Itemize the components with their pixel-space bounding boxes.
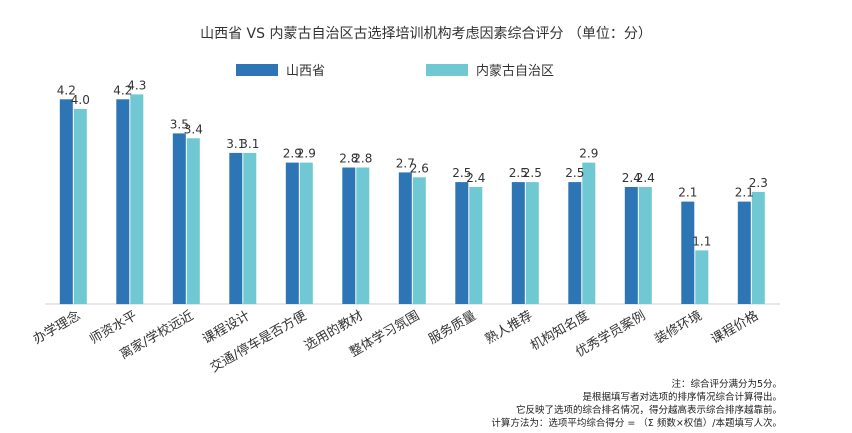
legend: 山西省 内蒙古自治区 — [236, 63, 554, 79]
bar-neimenggu-11 — [695, 250, 709, 304]
value-label-shanxi-8: 2.5 — [509, 166, 528, 180]
value-label-neimenggu-9: 2.9 — [579, 147, 598, 161]
bar-neimenggu-3 — [243, 152, 257, 304]
value-label-shanxi-6: 2.7 — [396, 156, 415, 170]
bar-shanxi-12 — [737, 201, 751, 304]
bar-shanxi-0 — [59, 99, 73, 305]
bar-shanxi-1 — [116, 99, 130, 305]
x-tick-labels-group: 办学理念 师资水平离家/学校远近 课程设计交通/停车是否方便选用的教材整体学习氛围服… — [30, 308, 761, 376]
bar-neimenggu-2 — [186, 138, 200, 305]
value-label-neimenggu-11: 1.1 — [692, 234, 711, 248]
bar-shanxi-9 — [568, 182, 582, 304]
bar-neimenggu-6 — [412, 177, 426, 305]
x-tick-label-0: 办学理念 — [30, 308, 83, 348]
value-label-neimenggu-1: 4.3 — [127, 78, 146, 92]
x-tick-label-7: 服务质量 — [426, 308, 479, 348]
value-label-shanxi-12: 2.1 — [735, 186, 754, 200]
legend-label-shanxi: 山西省 — [286, 64, 325, 79]
value-label-shanxi-7: 2.5 — [452, 166, 471, 180]
value-label-neimenggu-12: 2.3 — [749, 176, 768, 190]
value-label-shanxi-5: 2.8 — [339, 152, 358, 166]
bar-neimenggu-8 — [525, 182, 539, 304]
bar-neimenggu-1 — [130, 94, 144, 305]
bar-shanxi-6 — [398, 172, 412, 304]
value-label-neimenggu-8: 2.5 — [523, 166, 542, 180]
legend-label-neimenggu: 内蒙古自治区 — [476, 63, 554, 79]
value-labels-group: 4.24.04.24.33.53.43.13.12.92.9 2.82.8 2.72… — [57, 78, 768, 248]
footnote-line-3: 它反映了选项的综合排名情况，得分越高表示综合排序越靠前。 — [515, 405, 782, 416]
value-label-shanxi-4: 2.9 — [283, 147, 302, 161]
bar-shanxi-4 — [285, 162, 299, 304]
value-label-neimenggu-6: 2.6 — [410, 161, 429, 175]
footnote-line-1: 注：综合评分满分为5分。 — [671, 379, 782, 390]
value-label-neimenggu-2: 3.4 — [184, 122, 203, 136]
value-label-neimenggu-4: 2.9 — [297, 147, 316, 161]
bar-shanxi-7 — [455, 182, 469, 304]
bar-neimenggu-7 — [469, 187, 483, 304]
legend-swatch-shanxi — [236, 64, 278, 76]
value-label-shanxi-11: 2.1 — [678, 186, 697, 200]
chart-title: 山西省 VS 内蒙古自治区古选择培训机构考虑因素综合评分 （单位：分） — [200, 26, 652, 42]
bar-shanxi-2 — [172, 133, 186, 304]
bars-group — [59, 94, 765, 305]
legend-swatch-neimenggu — [426, 64, 468, 76]
footnote-line-4: 计算方法为：选项平均综合得分 = （Σ 频数×权值）/本题填写人次。 — [491, 418, 782, 429]
bar-neimenggu-10 — [638, 187, 652, 304]
value-label-shanxi-0: 4.2 — [57, 83, 76, 97]
value-label-shanxi-2: 3.5 — [170, 117, 189, 131]
value-label-neimenggu-5: 2.8 — [353, 152, 372, 166]
bar-shanxi-5 — [342, 167, 356, 304]
value-label-neimenggu-0: 4.0 — [71, 93, 90, 107]
value-label-neimenggu-7: 2.4 — [466, 171, 485, 185]
value-label-neimenggu-10: 2.4 — [636, 171, 655, 185]
bar-neimenggu-5 — [356, 167, 370, 304]
bar-neimenggu-9 — [582, 162, 596, 304]
value-label-shanxi-3: 3.1 — [226, 137, 245, 151]
value-label-shanxi-9: 2.5 — [565, 166, 584, 180]
bar-shanxi-3 — [229, 152, 243, 304]
bar-shanxi-11 — [681, 201, 695, 304]
x-tick-label-12: 课程价格 — [708, 308, 761, 348]
value-label-shanxi-1: 4.2 — [113, 83, 132, 97]
bar-neimenggu-0 — [73, 109, 87, 304]
bar-neimenggu-12 — [751, 191, 765, 304]
x-tick-label-11: 装修环境 — [652, 308, 705, 347]
bar-shanxi-10 — [624, 187, 638, 304]
x-tick-label-4: 交通/停车是否方便 — [207, 308, 309, 376]
value-label-neimenggu-3: 3.1 — [240, 137, 259, 151]
bar-neimenggu-4 — [299, 162, 313, 304]
footnote-line-2: 是根据填写者对选项的排序情况综合计算得出。 — [582, 392, 782, 403]
value-label-shanxi-10: 2.4 — [622, 171, 641, 185]
bar-shanxi-8 — [511, 182, 525, 304]
